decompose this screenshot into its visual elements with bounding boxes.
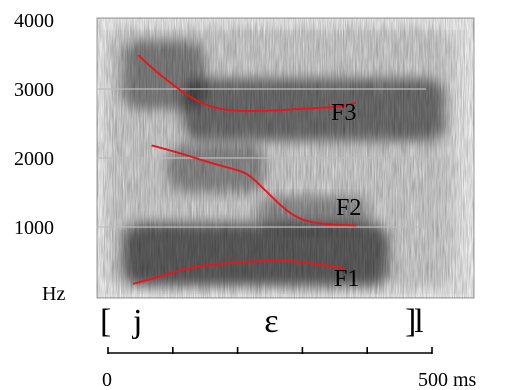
y-tick-label-1000: 1000 <box>14 217 54 239</box>
phone-symbol-2: ɛ <box>264 303 278 340</box>
bracket-close: ] <box>405 303 416 340</box>
phone-symbol-1: j <box>132 303 142 340</box>
formant-tracks: F3 F2 F1 <box>132 54 361 292</box>
formant-label-f1: F1 <box>334 266 359 292</box>
time-axis: 0 500 ms <box>102 347 477 390</box>
y-tick-label-3000: 3000 <box>14 79 54 101</box>
bracket-open: [ <box>100 303 111 340</box>
formant-track-f2 <box>151 144 356 227</box>
time-tick-label-0: 0 <box>102 369 112 390</box>
formant-track-f3 <box>138 54 356 113</box>
formant-label-f2: F2 <box>336 195 361 221</box>
y-tick-label-4000: 4000 <box>14 10 54 32</box>
grid-lines <box>97 88 426 228</box>
y-unit-label: Hz <box>42 283 65 305</box>
phonetic-transcription: [ j ɛ l] <box>100 303 424 340</box>
phone-symbol-3: l <box>414 303 423 340</box>
formant-label-f3: F3 <box>331 100 356 126</box>
time-tick-label-500: 500 ms <box>418 369 477 390</box>
y-axis-ticks: 4000 3000 2000 1000 <box>14 10 54 239</box>
formant-track-f1 <box>132 259 345 285</box>
y-tick-label-2000: 2000 <box>14 148 54 170</box>
